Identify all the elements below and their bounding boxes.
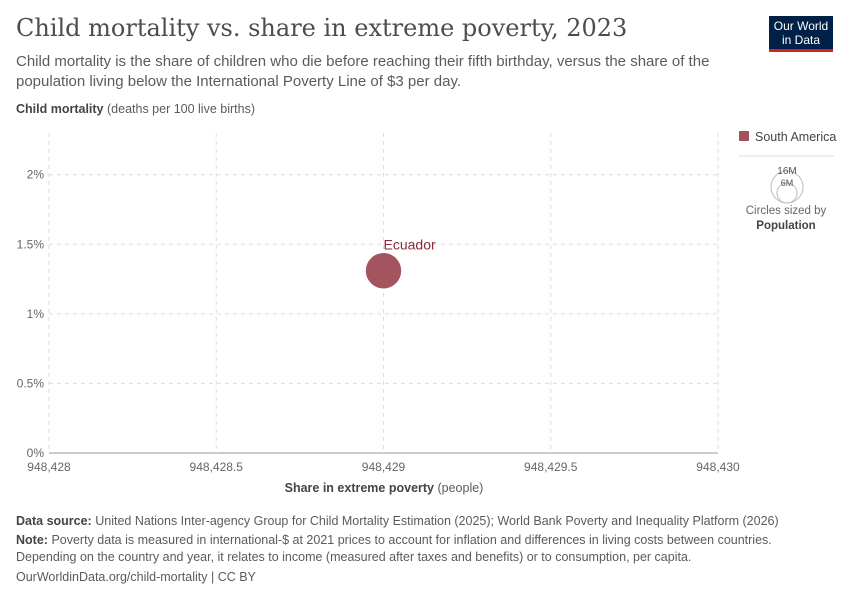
chart-subtitle: Child mortality is the share of children… — [16, 53, 710, 90]
owid-logo[interactable]: Our World in Data — [769, 16, 833, 52]
data-point — [365, 252, 402, 290]
y-axis-unit: (deaths per 100 live births) — [107, 102, 255, 116]
legend-label: South America — [755, 130, 837, 144]
x-axis-label: Share in extreme poverty (people) — [0, 481, 768, 495]
x-tick-label: 948,429 — [362, 460, 406, 474]
x-tick-label: 948,429.5 — [524, 460, 578, 474]
note: Note: Poverty data is measured in intern… — [16, 532, 816, 566]
chart-title: Child mortality vs. share in extreme pov… — [16, 14, 628, 42]
source-text: United Nations Inter-agency Group for Ch… — [95, 514, 779, 528]
size-legend-note: Circles sized by Population — [740, 204, 832, 234]
x-tick-label: 948,428 — [27, 460, 71, 474]
y-tick-label: 1% — [27, 307, 45, 321]
y-axis-label: Child mortality (deaths per 100 live bir… — [16, 102, 255, 116]
chart-url[interactable]: OurWorldinData.org/child-mortality | CC … — [16, 570, 256, 584]
x-tick-label: 948,430 — [696, 460, 740, 474]
x-tick-label: 948,428.5 — [190, 460, 244, 474]
data-point-label: Ecuador — [384, 237, 436, 253]
data-source: Data source: United Nations Inter-agency… — [16, 513, 779, 530]
note-label: Note: — [16, 533, 48, 547]
y-tick-label: 0% — [27, 446, 45, 460]
legend-swatch — [739, 131, 749, 141]
y-tick-label: 0.5% — [17, 376, 45, 390]
size-variable: Population — [756, 220, 816, 232]
size-note-text: Circles sized by — [745, 205, 827, 217]
note-text: Poverty data is measured in internationa… — [16, 533, 772, 564]
y-tick-label: 2% — [27, 168, 45, 182]
y-axis-title: Child mortality — [16, 102, 104, 116]
legend-item-south-america[interactable]: South America — [739, 130, 836, 144]
x-axis-unit: (people) — [437, 481, 484, 495]
x-axis-title: Share in extreme poverty — [284, 481, 434, 495]
source-label: Data source: — [16, 514, 92, 528]
y-tick-label: 1.5% — [17, 237, 45, 251]
